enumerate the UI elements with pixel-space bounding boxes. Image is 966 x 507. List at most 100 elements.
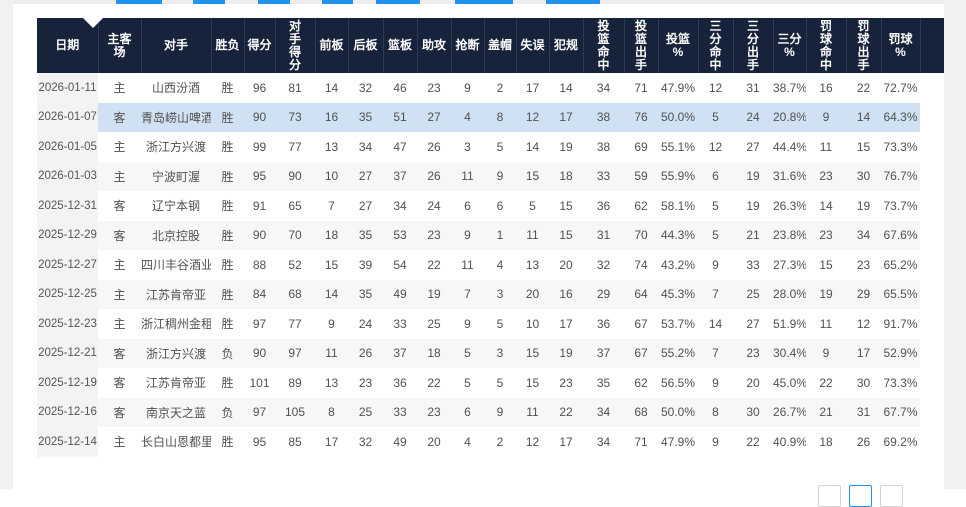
- table-cell: 胜: [221, 110, 234, 125]
- column-header[interactable]: 罚 球 命 中: [806, 18, 847, 73]
- date-cell: 2025-12-31: [37, 191, 98, 221]
- table-cell: 90: [252, 110, 267, 125]
- table-cell: 76: [634, 110, 648, 125]
- tab-underline-fragment[interactable]: [322, 0, 353, 4]
- tab-underline-fragment[interactable]: [376, 0, 420, 4]
- table-cell: 5: [529, 198, 536, 213]
- table-cell: 15: [559, 228, 573, 243]
- column-header[interactable]: 主客 场: [98, 18, 142, 73]
- tab-underline-fragment[interactable]: [455, 0, 513, 4]
- table-row[interactable]: 2025-12-27 主四川丰谷酒业胜 88 52 15 39 54 22 11 4 13 20 32 7…: [37, 250, 944, 280]
- table-cell: 88: [252, 257, 267, 272]
- table-row[interactable]: 2026-01-07 客青岛崂山啤酒胜 90 73 16 35 51 27 4 8 12 17 38 76…: [37, 102, 944, 132]
- column-header[interactable]: 投 篮 出 手: [624, 18, 659, 73]
- table-cell: 客: [113, 110, 126, 125]
- table-cell: 主: [113, 258, 126, 273]
- table-cell: 11: [461, 257, 474, 272]
- table-cell: 11: [526, 228, 539, 243]
- tab-underline-fragment[interactable]: [116, 0, 162, 4]
- table-cell: 26: [856, 434, 871, 449]
- column-header[interactable]: 篮板: [383, 18, 418, 73]
- table-cell: 1: [496, 228, 504, 243]
- table-cell: 76.7%: [883, 169, 918, 184]
- table-cell: 9: [822, 110, 830, 125]
- table-cell: 34: [596, 405, 611, 420]
- table-cell: 38: [596, 110, 611, 125]
- tab-underline-fragment[interactable]: [258, 0, 290, 4]
- date-cell: 2025-12-16: [37, 397, 98, 427]
- table-cell: 27: [358, 169, 373, 184]
- table-row[interactable]: 2025-12-23 主浙江稠州金租胜 97 77 9 24 33 25 9 5 10 17 36 67 5…: [37, 309, 944, 339]
- column-header[interactable]: 失误: [516, 18, 550, 73]
- tab-underline-fragment[interactable]: [546, 0, 600, 4]
- table-row[interactable]: 2025-12-25 主 江苏肯帝亚胜 84 68 14 35 49 19 7 3 20 16 29 64 4…: [37, 279, 944, 309]
- table-cell: 67: [634, 346, 648, 361]
- table-cell: 6: [464, 198, 471, 213]
- column-header[interactable]: 三分 %: [773, 18, 807, 73]
- table-cell: 9: [712, 375, 719, 390]
- table-cell: 90: [252, 346, 267, 361]
- column-header[interactable]: 投篮 %: [658, 18, 699, 73]
- table-cell: 15: [525, 346, 540, 361]
- column-header[interactable]: 对 手 得 分: [275, 18, 316, 73]
- tab-underline-fragment[interactable]: [193, 0, 225, 4]
- column-header[interactable]: 抢断: [451, 18, 485, 73]
- table-cell: 21: [746, 228, 760, 243]
- table-cell: 18: [559, 169, 573, 184]
- column-header[interactable]: 罚球 %: [881, 18, 921, 73]
- table-cell: 5: [496, 316, 504, 331]
- pagination-button[interactable]: [818, 485, 841, 507]
- table-cell: 25: [427, 316, 441, 331]
- table-cell: 20: [525, 287, 540, 302]
- table-cell: 69: [634, 139, 648, 154]
- column-header[interactable]: 三 分 命 中: [698, 18, 734, 73]
- table-cell: 4: [464, 110, 471, 125]
- table-row[interactable]: 2025-12-21 客浙江方兴渡负 90 97 11 26 37 18 5 3 15 19 37 67 5…: [37, 338, 944, 368]
- table-row[interactable]: 2026-01-03 主 宁波町渥 胜 95 90 10 27 37 26 11 9 15 18 33 59 5…: [37, 161, 944, 191]
- table-row[interactable]: 2025-12-29 客北京控股胜 90 70 18 35 53 23 9 1 11 15 31 70 44…: [37, 220, 944, 250]
- table-cell: 18: [819, 434, 833, 449]
- header-filler: [920, 18, 944, 73]
- table-cell: 54: [393, 257, 407, 272]
- table-cell: 77: [288, 139, 302, 154]
- table-cell: 9: [496, 169, 504, 184]
- column-header[interactable]: 助攻: [417, 18, 452, 73]
- table-cell: 12: [856, 316, 871, 331]
- table-cell: 67.6%: [883, 228, 918, 243]
- table-cell: 33: [393, 316, 407, 331]
- table-row[interactable]: 2026-01-11 主 山西汾酒 胜 96 81 14 32 46 23 9 2 17 14 34 71 47…: [37, 73, 944, 103]
- table-row[interactable]: 2025-12-19 客 江苏肯帝亚胜 101 89 13 23 36 22 5 5 15 23 35 62…: [37, 368, 944, 398]
- table-row[interactable]: 2026-01-05 主 浙江方兴渡胜 99 77 13 34 47 26 3 5 14 19 38 69 5…: [37, 132, 944, 162]
- column-header[interactable]: 得分: [244, 18, 276, 73]
- table-cell: 53: [393, 228, 407, 243]
- table-cell: 13: [525, 257, 540, 272]
- column-header[interactable]: 盖帽: [484, 18, 517, 73]
- table-cell: 28.0%: [773, 287, 806, 302]
- top-tab-strip: [13, 0, 944, 4]
- table-cell: 13: [324, 375, 339, 390]
- column-header[interactable]: 投 篮 命 中: [583, 18, 625, 73]
- column-header[interactable]: 前板: [315, 18, 349, 73]
- column-header[interactable]: 犯规: [549, 18, 584, 73]
- table-cell: 13: [324, 139, 339, 154]
- table-cell: 胜: [221, 199, 234, 214]
- pagination-button-active[interactable]: [849, 485, 872, 507]
- column-header[interactable]: 罚 球 出 手: [846, 18, 882, 73]
- table-cell: 47.9%: [660, 80, 696, 95]
- table-cell: 3: [496, 287, 504, 302]
- table-cell: 3: [464, 139, 471, 154]
- table-cell: 8: [712, 405, 719, 420]
- table-cell: 7: [464, 287, 471, 302]
- column-header[interactable]: 后板: [348, 18, 384, 73]
- table-row[interactable]: 2025-12-14 主长白山恩都里胜 95 85 17 32 49 20 4 2 12 17 34 71…: [37, 427, 944, 457]
- table-cell: 客: [113, 405, 126, 420]
- table-row[interactable]: 2025-12-31 客辽宁本钢胜 91 65 7 27 34 24 6 6 5 15 36 62 58.1…: [37, 191, 944, 221]
- pagination-button[interactable]: [880, 485, 903, 507]
- table-cell: 45.0%: [773, 375, 806, 390]
- column-header[interactable]: 对手: [141, 18, 212, 73]
- column-header[interactable]: 三 分 出 手: [733, 18, 774, 73]
- table-cell: 31: [746, 80, 760, 95]
- column-header[interactable]: 胜负: [211, 18, 245, 73]
- table-row[interactable]: 2025-12-16 客 南京天之蓝负 97 105 8 25 33 23 6 9 11 22 34 68 5…: [37, 397, 944, 427]
- date-cell: 2025-12-14: [37, 427, 98, 457]
